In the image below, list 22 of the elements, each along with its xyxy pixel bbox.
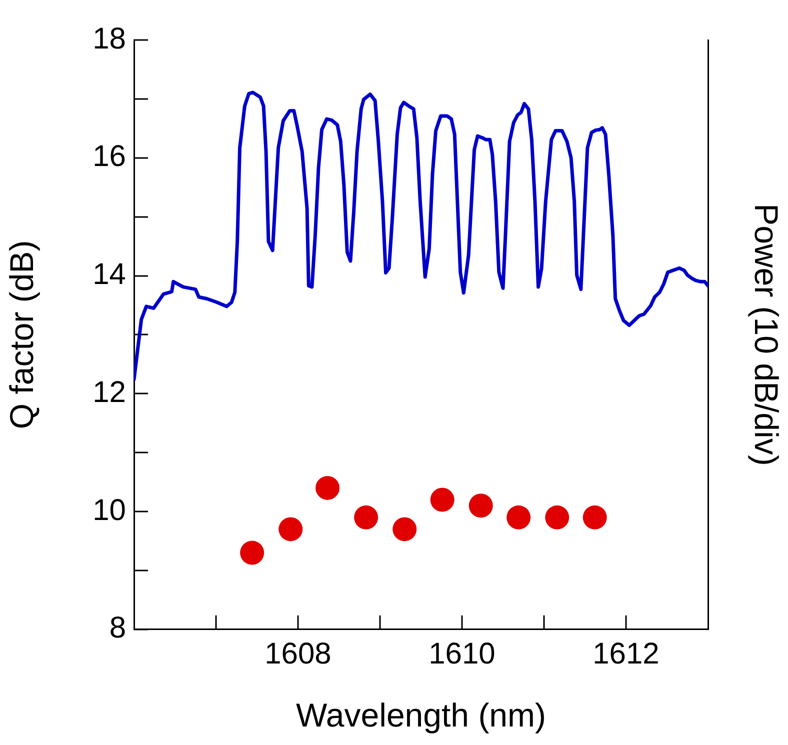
point: [582, 505, 607, 530]
y-tick-label: 10: [92, 494, 126, 527]
point: [392, 517, 417, 542]
y-tick-label: 18: [92, 22, 126, 56]
x-axis-title: Wavelength (nm): [296, 696, 546, 734]
point: [506, 505, 531, 530]
x-tick-label: 1612: [592, 638, 660, 671]
point: [240, 540, 264, 565]
y2-axis-title: Power (10 dB/div): [748, 204, 786, 466]
point: [316, 476, 340, 500]
point: [354, 505, 378, 530]
y-tick-label: 8: [109, 612, 126, 645]
y-tick-label: 16: [92, 140, 126, 174]
y-tick-label: 14: [92, 258, 126, 292]
point: [468, 494, 493, 518]
y-axis-title: Q factor (dB): [2, 240, 40, 430]
point: [278, 517, 303, 542]
point: [545, 505, 570, 530]
x-tick-label: 1608: [264, 638, 332, 671]
y-tick-label: 12: [92, 376, 126, 409]
x-tick-label: 1610: [428, 638, 496, 671]
point: [430, 488, 454, 512]
